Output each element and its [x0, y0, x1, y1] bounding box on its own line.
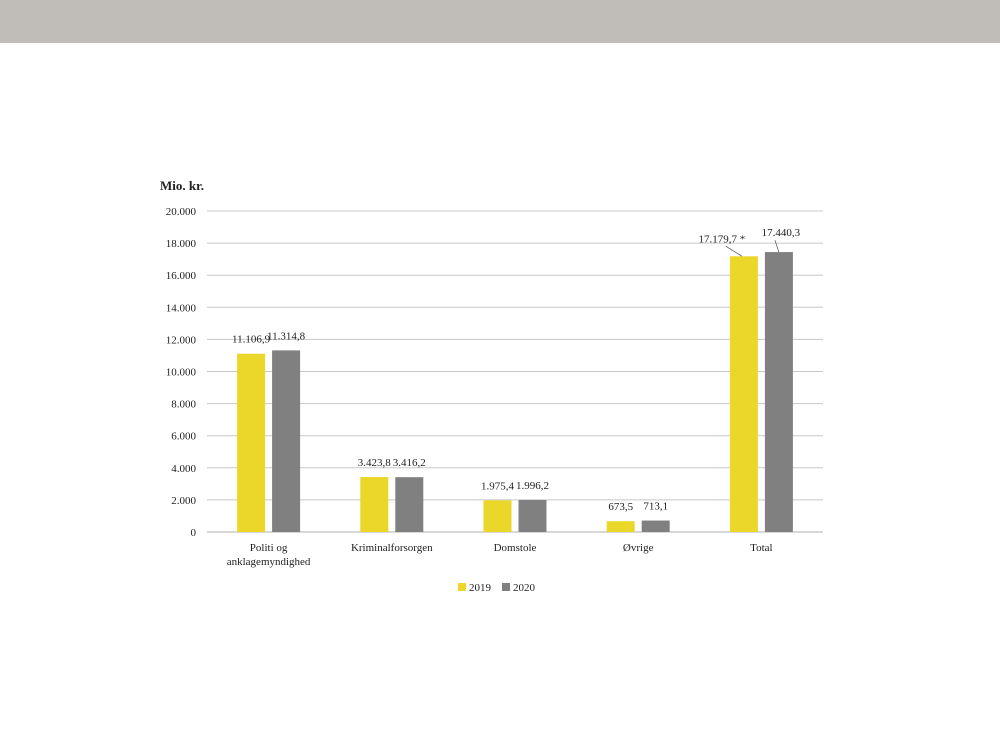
category-label: anklagemyndighed: [227, 556, 311, 568]
data-label: 673,5: [608, 501, 633, 513]
y-tick-label: 14.000: [166, 302, 197, 314]
gridlines: [207, 210, 823, 533]
y-tick-label: 8.000: [171, 399, 196, 411]
header-bar: [0, 0, 1000, 43]
legend-swatch-2019: [458, 583, 466, 591]
y-tick-label: 6.000: [171, 431, 196, 443]
y-tick-label: 4.000: [171, 463, 196, 475]
data-label-leader-line: [725, 245, 743, 257]
data-label-leader-line: [774, 239, 780, 253]
bar-2019: [237, 353, 266, 532]
bar-2019: [606, 521, 635, 532]
y-tick-label: 20.000: [166, 206, 197, 218]
bar-2020: [764, 252, 793, 532]
data-label: 3.423,8: [358, 457, 392, 469]
data-label: 17.440,3: [762, 227, 801, 239]
data-label: 3.416,2: [393, 457, 426, 469]
bar-2019: [360, 477, 389, 532]
category-label: Politi og: [250, 542, 288, 554]
legend-swatch-2020: [502, 583, 510, 591]
y-tick-label: 12.000: [166, 334, 197, 346]
y-tick-label: 2.000: [171, 495, 196, 507]
data-label: 713,1: [643, 501, 668, 513]
bar-2019: [483, 500, 512, 532]
bar-2019: [729, 256, 758, 532]
category-label: Total: [750, 542, 772, 554]
bar-2020: [395, 477, 424, 532]
y-tick-label: 10.000: [166, 367, 197, 379]
y-tick-label: 18.000: [166, 238, 197, 250]
category-label: Domstole: [494, 542, 537, 554]
data-label: 11.106,9: [232, 334, 271, 346]
y-axis-unit-label: Mio. kr.: [160, 178, 204, 193]
bars: [237, 252, 793, 532]
legend-label-2020: 2020: [513, 582, 536, 594]
data-labels: 11.106,911.314,8 3.423,8 3.416,2 1.975,4 1.9…: [232, 227, 801, 513]
legend: 2019 2020: [458, 582, 536, 594]
category-label: Øvrige: [623, 542, 654, 554]
category-label: Kriminalforsorgen: [351, 542, 433, 554]
bar-2020: [272, 350, 301, 532]
bar-2020: [641, 520, 670, 532]
data-label: 17.179,7 *: [699, 233, 746, 245]
y-tick-label: 16.000: [166, 270, 197, 282]
bar-2020: [518, 499, 547, 532]
category-labels: Politi og anklagemyndighed Kriminalforsorg…: [227, 542, 773, 568]
data-label: 1.975,4: [481, 480, 515, 492]
data-label: 1.996,2: [516, 480, 549, 492]
y-axis-ticks: 0 2.000 4.000 6.000 8.000 10.000 12.000 14.000 1…: [166, 206, 197, 539]
y-tick-label: 0: [191, 527, 197, 539]
data-label: 11.314,8: [267, 330, 306, 342]
legend-label-2019: 2019: [469, 582, 492, 594]
